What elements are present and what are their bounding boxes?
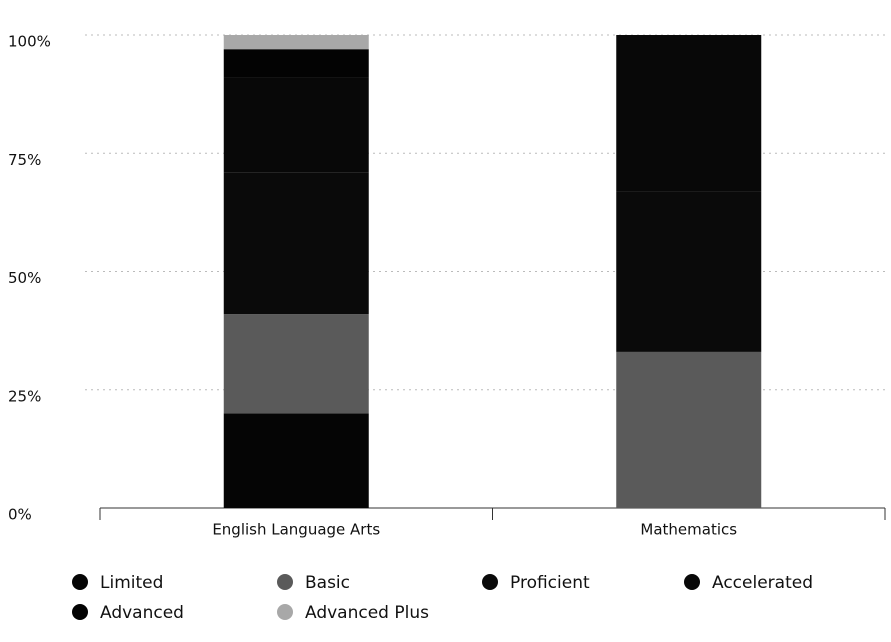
legend-label: Basic [305,573,350,593]
x-tick-label: Mathematics [640,521,737,539]
y-tick-label: 50% [8,269,41,287]
legend-marker [277,604,293,620]
x-tick-label: English Language Arts [212,521,380,539]
bar-segment [223,49,369,78]
bar-segment [616,191,762,352]
bar-segment [616,35,762,192]
legend-label: Advanced [100,603,184,623]
legend-marker [277,574,293,590]
bar-segment [223,413,369,508]
bar-segment [223,314,369,414]
legend-marker [72,574,88,590]
legend-marker [482,574,498,590]
y-tick-label: 75% [8,151,41,169]
bar-segment [223,172,369,315]
y-tick-label: 100% [8,33,51,51]
legend-label: Advanced Plus [305,603,429,623]
legend-marker [684,574,700,590]
legend-label: Limited [100,573,163,593]
legend-label: Proficient [510,573,590,593]
bar-segment [223,35,369,50]
legend-marker [72,604,88,620]
bar-segment [223,77,369,173]
bar-segment [616,351,762,508]
y-tick-label: 0% [8,506,32,524]
y-tick-label: 25% [8,387,41,405]
legend-label: Accelerated [712,573,813,593]
